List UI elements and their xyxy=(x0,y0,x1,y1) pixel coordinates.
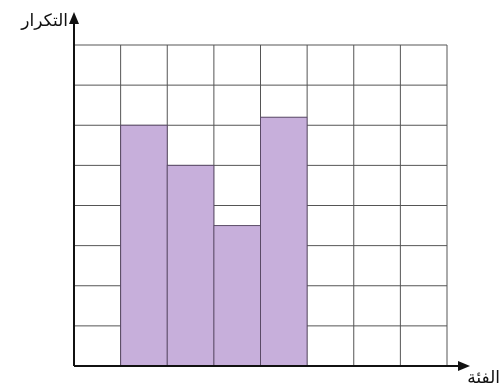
x-axis-arrow-icon xyxy=(458,361,470,371)
axes xyxy=(69,12,470,371)
y-axis-label: التكرار xyxy=(20,11,68,31)
bar xyxy=(166,164,215,367)
bar xyxy=(260,116,308,367)
bars xyxy=(120,116,308,367)
y-axis-arrow-icon xyxy=(69,12,79,24)
x-axis-label: الفئة xyxy=(467,368,500,388)
bar xyxy=(213,225,261,367)
bar xyxy=(120,124,168,367)
